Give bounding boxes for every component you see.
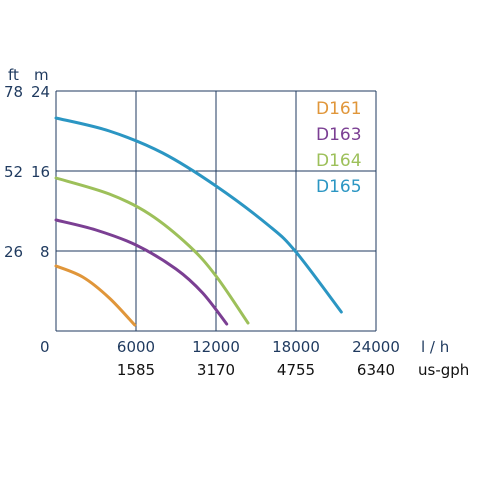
y-unit-ft: ft [8, 66, 19, 84]
y-tick-m-16: 16 [31, 163, 50, 181]
series-line-d164 [54, 176, 250, 325]
x-tick-18000: 18000 [272, 338, 320, 356]
x-tick2-1585: 1585 [117, 361, 155, 379]
x-tick2-3170: 3170 [197, 361, 235, 379]
grid [55, 90, 377, 332]
y-tick-ft-52: 52 [4, 163, 23, 181]
legend-d161: D161 [316, 99, 362, 119]
series-line-d165 [54, 116, 343, 314]
legend: D161 D163 D164 D165 [316, 99, 362, 197]
x-unit-primary: l / h [421, 338, 449, 356]
x-axis-labels: 0 6000 12000 18000 24000 l / h 1585 3170… [40, 338, 469, 379]
x-tick-0: 0 [40, 338, 50, 356]
legend-d165: D165 [316, 177, 362, 197]
y-axis-labels: ft m 78 24 52 16 26 8 [4, 66, 50, 261]
y-tick-ft-26: 26 [4, 243, 23, 261]
y-tick-ft-78: 78 [4, 83, 23, 101]
x-tick2-6340: 6340 [357, 361, 395, 379]
x-tick2-4755: 4755 [277, 361, 315, 379]
legend-d163: D163 [316, 125, 362, 145]
series-line-d161 [54, 264, 137, 327]
y-tick-m-24: 24 [31, 83, 50, 101]
x-tick-6000: 6000 [117, 338, 155, 356]
y-unit-m: m [34, 66, 49, 84]
y-tick-m-8: 8 [40, 243, 50, 261]
series-line-d163 [54, 218, 229, 326]
legend-d164: D164 [316, 151, 362, 171]
x-tick-24000: 24000 [352, 338, 400, 356]
series-layer [54, 116, 343, 327]
x-tick-12000: 12000 [192, 338, 240, 356]
x-unit-secondary: us-gph [418, 361, 469, 379]
